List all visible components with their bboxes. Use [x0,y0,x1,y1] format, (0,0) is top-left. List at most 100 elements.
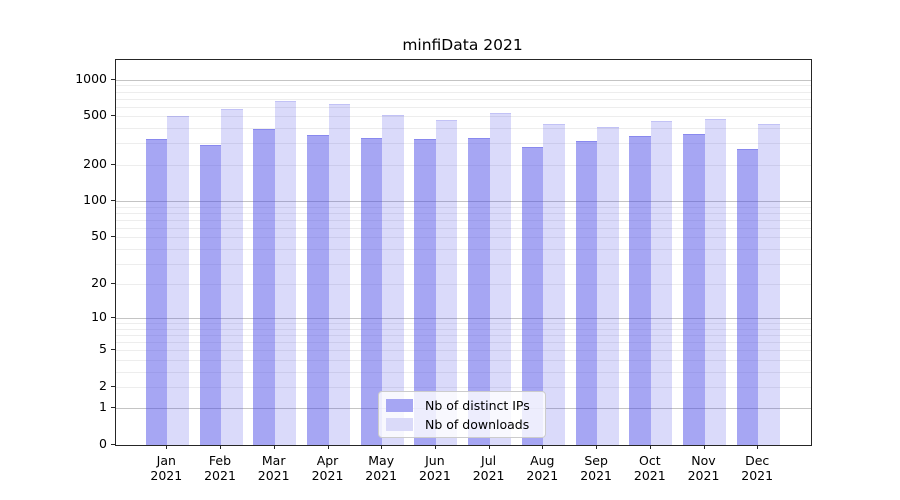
y-tick-label-0: 0 [99,436,107,451]
gridline-minor [116,328,811,330]
y-tick-mark [111,236,115,238]
legend-item-downloads: Nb of downloads [386,417,537,432]
gridline-minor [116,237,811,239]
gridline-minor [116,284,811,286]
bar-downloads-jul [489,113,512,445]
y-tick-label-20: 20 [91,275,107,291]
gridline-major [116,318,811,320]
bar-ips-may [360,138,383,445]
bar-downloads-feb [221,108,243,445]
y-tick-mark [111,200,115,201]
y-tick-mark [111,115,115,117]
x-tick-label-feb: Feb 2021 [204,453,236,483]
legend-swatch-downloads [386,417,413,431]
gridline-minor [116,263,811,265]
y-tick-label-50: 50 [91,228,107,244]
bar-ips-sep [575,140,598,445]
x-tick-label-may: May 2021 [365,453,398,483]
x-tick-label-nov: Nov 2021 [687,453,720,483]
bar-ips-aug [521,147,544,445]
y-tick-label-1: 1 [99,399,107,415]
gridline-minor [116,323,811,325]
x-tick-mark [220,445,221,449]
y-tick-label-2: 2 [99,377,107,393]
chart-title: minfiData 2021 [402,36,523,54]
gridline-minor [116,106,811,108]
gridline-minor [116,206,811,208]
gridline-minor [116,359,811,361]
gridline-minor [116,371,811,373]
y-tick-mark [111,283,115,285]
gridline-minor [116,342,811,344]
y-tick-mark [111,444,115,445]
y-tick-label-5: 5 [99,341,107,357]
gridline-minor [116,91,811,93]
x-tick-mark [166,445,168,449]
gridline-minor [116,335,811,337]
x-tick-mark [596,445,598,449]
x-tick-mark [542,445,544,449]
bar-ips-apr [307,135,329,445]
y-tick-mark [111,407,115,409]
y-tick-label-100: 100 [83,192,107,207]
legend: Nb of distinct IPs Nb of downloads [378,391,546,438]
gridline-minor [116,85,811,87]
gridline-minor [116,164,811,166]
y-tick-mark [111,317,115,319]
bar-downloads-dec [758,123,780,445]
y-tick-mark [111,163,115,165]
gridline-minor [116,248,811,250]
x-tick-label-dec: Dec 2021 [741,453,774,483]
y-tick-mark [111,349,115,351]
y-tick-label-1000: 1000 [75,70,107,86]
x-tick-label-sep: Sep 2021 [580,453,612,483]
bar-ips-jul [468,138,490,445]
gridline-minor [116,98,811,100]
bar-downloads-sep [597,126,619,445]
gridline-major [116,201,811,202]
bar-downloads-apr [328,103,350,445]
bar-downloads-oct [650,120,673,445]
x-tick-mark [381,445,383,449]
legend-swatch-distinct-ips [386,398,413,412]
y-tick-mark [111,385,115,387]
gridline-minor [116,227,811,229]
y-tick-label-500: 500 [83,107,107,123]
x-tick-mark [434,445,436,449]
bar-downloads-jan [167,116,189,445]
x-tick-label-aug: Aug 2021 [526,453,559,483]
bar-downloads-jun [435,120,458,445]
x-tick-mark [703,445,705,449]
y-tick-label-10: 10 [91,309,107,325]
gridline-major [116,79,811,81]
gridline-minor [116,219,811,221]
bar-ips-jan [145,139,168,445]
gridline-minor [116,386,811,388]
gridline-minor [116,350,811,352]
bar-ips-jun [414,139,436,445]
x-tick-mark [273,445,275,449]
bar-ips-nov [683,133,705,445]
x-tick-label-apr: Apr 2021 [311,453,344,483]
bar-downloads-aug [543,123,565,445]
bar-ips-oct [629,136,651,445]
x-tick-mark [327,445,329,449]
plot-area [115,59,812,446]
bar-downloads-may [382,114,404,445]
legend-label-distinct-ips: Nb of distinct IPs [425,397,530,413]
x-tick-label-jun: Jun 2021 [418,453,451,483]
x-tick-label-mar: Mar 2021 [257,453,290,483]
gridline-minor [116,212,811,214]
x-tick-mark [757,445,759,449]
x-tick-label-jul: Jul 2021 [472,453,505,483]
bar-ips-feb [199,145,221,445]
x-tick-label-oct: Oct 2021 [633,453,666,483]
legend-item-distinct-ips: Nb of distinct IPs [386,398,537,413]
y-tick-label-200: 200 [83,155,107,171]
bar-ips-dec [736,148,759,445]
bar-downloads-mar [274,100,297,445]
y-tick-mark [111,78,115,80]
x-tick-mark [488,445,490,449]
x-tick-label-jan: Jan 2021 [150,453,183,483]
